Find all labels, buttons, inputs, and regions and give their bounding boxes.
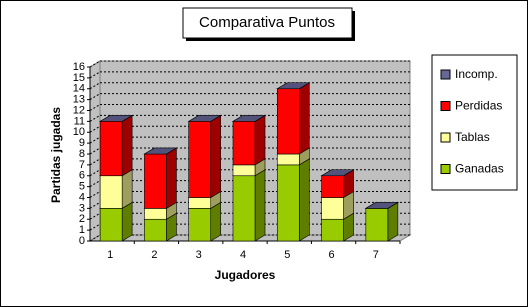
bar-top [276,82,311,90]
title-box [182,7,353,39]
bar-side [387,201,399,242]
grid-line [89,201,101,209]
x-axis-label: Jugadores [215,268,276,282]
bar [188,121,212,198]
y-tick-label: 6 [79,170,85,182]
bar-top [143,147,178,155]
bar [232,164,256,177]
bar-top [187,115,222,122]
y-tick-label: 16 [73,61,85,73]
bar-side [166,147,177,209]
bar-side [121,114,133,177]
bar [276,153,300,166]
legend-swatch [440,132,451,143]
bar [321,175,344,198]
y-tick-label: 10 [73,126,85,138]
legend-swatch [440,101,451,111]
y-tick-label: 0 [79,235,85,247]
grid-line [89,125,101,133]
grid-line [89,71,101,79]
bar [188,208,212,242]
bar [232,175,256,242]
chart-title: Comparativa Puntos [199,14,335,31]
grid-line [89,104,101,111]
bar-side [254,114,266,166]
x-tick-label: 3 [196,249,202,261]
bar [365,208,389,242]
bar [144,153,167,209]
bar-top [364,202,399,209]
bar-side [121,169,133,209]
x-tick-label: 6 [329,249,335,261]
grid-line [89,147,101,155]
x-tick-label: 7 [373,249,379,261]
grid-line [89,212,101,220]
y-tick-label: 11 [74,115,85,127]
grid-line [89,114,101,122]
y-tick-label: 14 [73,83,85,95]
y-tick-label: 13 [73,94,85,106]
bar [188,197,212,209]
y-axis-label: Partidas jugadas [49,107,63,203]
legend-label: Perdidas [455,99,502,113]
y-tick-label: 3 [79,202,85,214]
legend-label: Incomp. [455,67,498,81]
y-tick-label: 8 [79,148,85,160]
legend-swatch [440,164,451,174]
grid-line [89,136,101,144]
legend-label: Ganadas [455,162,504,176]
bar [321,218,344,242]
grid-line [89,158,101,166]
bar-side [298,82,310,155]
y-tick-label: 15 [73,72,85,84]
grid-line [89,60,101,68]
bar [232,121,256,166]
bar [144,208,167,220]
bar-side [121,201,133,242]
grid-line [89,93,101,101]
grid-line [89,191,101,198]
y-tick-label: 2 [79,213,85,225]
y-tick-label: 1 [79,224,85,236]
bar [99,208,123,242]
bar [276,88,300,155]
y-tick-label: 4 [79,191,85,203]
y-tick-label: 7 [79,159,85,171]
x-tick-label: 5 [284,249,290,261]
bar-side [298,158,310,242]
y-tick-label: 5 [79,181,85,193]
legend-swatch [440,69,451,80]
bar [276,164,300,242]
grid-line [89,234,101,242]
bar [99,175,123,209]
x-tick-label: 2 [151,249,157,261]
bar [321,197,344,220]
x-tick-label: 1 [107,249,113,261]
grid-line [89,82,101,90]
bar-top [231,115,267,122]
bar-top [320,169,355,177]
bar [99,121,123,177]
bar-side [254,169,266,242]
bar-top [99,115,134,122]
x-tick-label: 4 [240,249,246,261]
bar-side [210,201,222,242]
grid-line [89,223,101,231]
grid-line [89,169,101,177]
bar-side [210,114,222,199]
bar [144,218,167,242]
legend-label: Tablas [455,130,490,144]
y-tick-label: 12 [73,104,85,116]
y-tick-label: 9 [79,137,85,149]
grid-line [89,180,101,188]
